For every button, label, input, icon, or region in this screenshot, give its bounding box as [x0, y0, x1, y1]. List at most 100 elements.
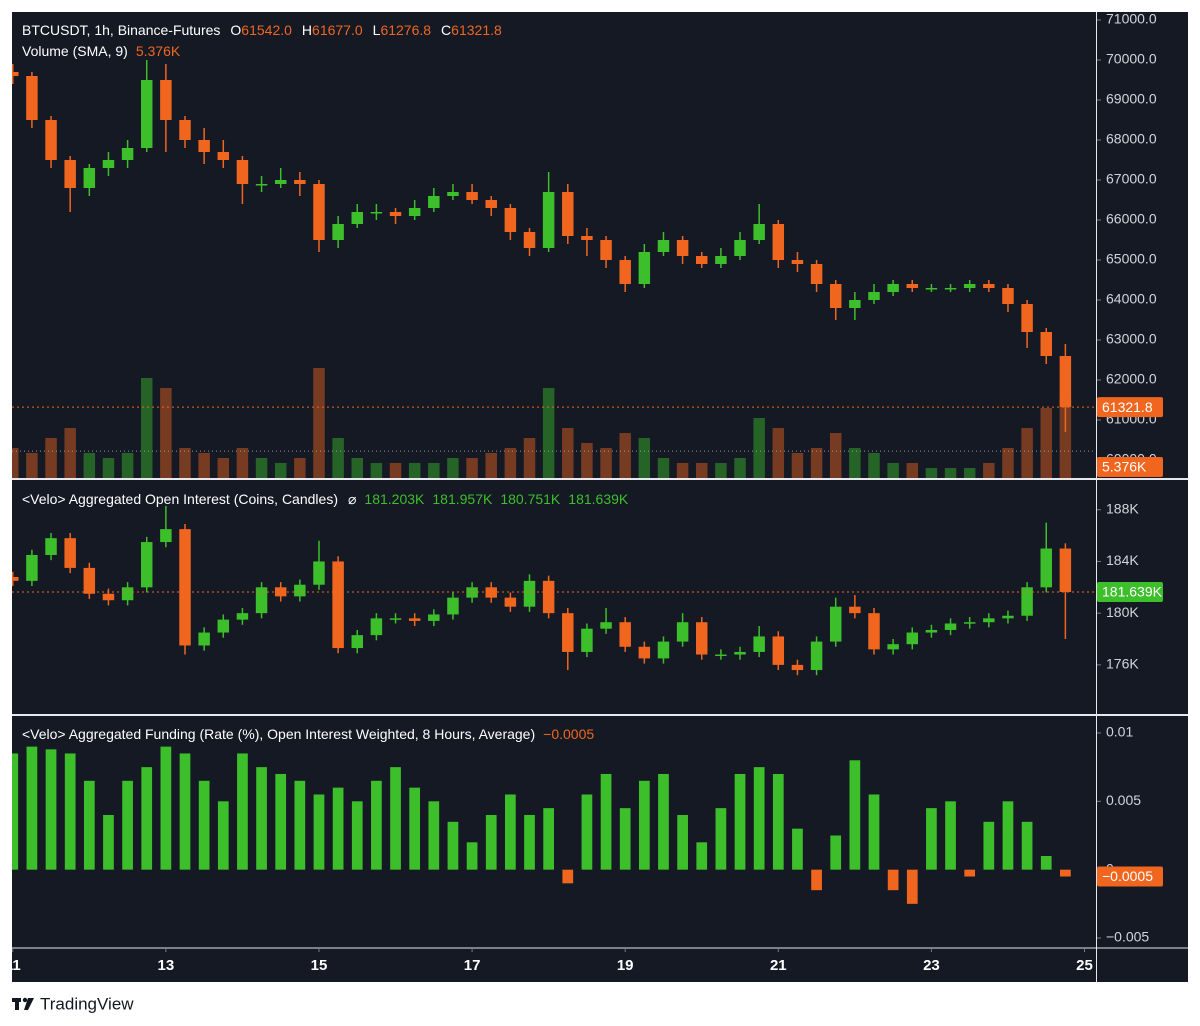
funding-bar — [849, 760, 861, 870]
volume-bar — [657, 458, 670, 478]
candle-body — [1021, 587, 1033, 616]
candle-body — [12, 576, 19, 581]
volume-bar — [408, 463, 421, 478]
candle-body — [581, 236, 593, 240]
oi-value: 181.203K — [364, 491, 425, 507]
funding-bar — [792, 828, 803, 870]
volume-bar — [236, 448, 249, 478]
candle-body — [121, 587, 134, 601]
funding-bar — [600, 773, 612, 870]
funding-bar — [983, 821, 995, 870]
volume-bar — [581, 443, 593, 478]
candle-body — [294, 180, 306, 184]
candle-body — [619, 622, 631, 647]
volume-last-label: 5.376K — [1102, 459, 1147, 475]
volume-bar — [562, 428, 574, 478]
volume-bar — [810, 448, 823, 478]
volume-bar — [389, 463, 402, 478]
candle-body — [963, 622, 976, 624]
volume-bar — [906, 463, 919, 478]
volume-bar — [963, 468, 976, 478]
funding-bar — [772, 773, 784, 870]
candle-body — [983, 618, 995, 623]
pane-legend: Volume (SMA, 9) 5.376K — [22, 43, 181, 59]
last-price-label-box — [1097, 397, 1163, 418]
last-value-label-box — [1097, 581, 1163, 602]
candle-body — [140, 542, 153, 588]
funding-bar — [945, 801, 956, 870]
plot-area — [12, 60, 1096, 904]
funding-bar — [409, 787, 421, 870]
volume-last-label-box — [1097, 457, 1163, 477]
x-tick-label: 23 — [923, 957, 940, 974]
volume-bar — [121, 453, 134, 478]
funding-bar — [1002, 801, 1014, 870]
funding-bar — [581, 794, 593, 870]
brand-logo: TradingView — [12, 994, 134, 1013]
volume-bar — [791, 453, 804, 478]
funding-bar — [141, 767, 153, 870]
candle-body — [160, 80, 172, 120]
legend-symbol: ⌀ — [348, 491, 356, 507]
y-tick-label: 65000.0 — [1106, 251, 1157, 267]
volume-bar — [887, 463, 899, 478]
volume-bar — [466, 458, 478, 478]
funding-title: <Velo> Aggregated Funding (Rate (%), Ope… — [22, 726, 535, 742]
volume-bar — [829, 433, 842, 478]
volume-bar — [523, 438, 536, 478]
volume-bar — [715, 463, 727, 478]
candle-body — [45, 538, 57, 555]
y-tick-label: 66000.0 — [1106, 211, 1157, 227]
last-value-label: −0.0005 — [1102, 868, 1153, 884]
candle-body — [600, 240, 612, 260]
y-tick-label: 184K — [1106, 552, 1139, 568]
oi-value: 181.639K — [568, 491, 629, 507]
oi-value: 181.957K — [432, 491, 493, 507]
candle-body — [753, 224, 765, 240]
last-value-label-box — [1097, 866, 1163, 887]
funding-bar — [447, 821, 459, 870]
funding-bar — [256, 767, 267, 870]
funding-bar — [351, 801, 363, 870]
candle-body — [26, 76, 38, 120]
volume-bar — [332, 438, 344, 478]
volume-bar — [64, 428, 76, 478]
ohlc-key: O — [230, 22, 241, 38]
volume-bar — [83, 453, 96, 478]
volume-bar — [255, 458, 268, 478]
y-tick-label: 63000.0 — [1106, 331, 1157, 347]
funding-bar — [658, 773, 669, 870]
volume-bar — [772, 428, 785, 478]
x-tick-label: 17 — [464, 957, 481, 974]
funding-bar — [562, 869, 574, 884]
candle-body — [332, 561, 344, 649]
volume-bar — [198, 453, 210, 478]
candle-body — [274, 180, 287, 184]
candle-body — [1059, 356, 1072, 408]
funding-bar — [122, 780, 133, 870]
ohlc-value: 61321.8 — [451, 22, 502, 38]
volume-bar — [294, 458, 306, 478]
volume-bar — [45, 438, 57, 478]
candle-body — [255, 184, 268, 186]
funding-bar — [906, 869, 918, 904]
candle-body — [523, 232, 536, 248]
y-tick-label: 62000.0 — [1106, 371, 1157, 387]
funding-value: −0.0005 — [543, 726, 594, 742]
volume-bar — [753, 418, 765, 478]
candle-body — [676, 240, 689, 256]
x-tick-label: 11 — [5, 957, 21, 974]
candle-body — [428, 614, 440, 621]
funding-bar — [811, 869, 822, 891]
candle-body — [313, 561, 325, 585]
candle-body — [447, 597, 459, 615]
pane-legend: BTCUSDT, 1h, Binance-Futures O61542.0 H616… — [22, 22, 502, 38]
volume-bar — [1002, 448, 1014, 478]
candle-body — [925, 629, 938, 633]
candle-body — [447, 192, 459, 196]
ohlc-value: 61677.0 — [312, 22, 363, 38]
candle-body — [638, 646, 651, 659]
funding-bar — [332, 787, 344, 870]
ohlc-key: H — [302, 22, 312, 38]
candle-body — [523, 580, 536, 607]
